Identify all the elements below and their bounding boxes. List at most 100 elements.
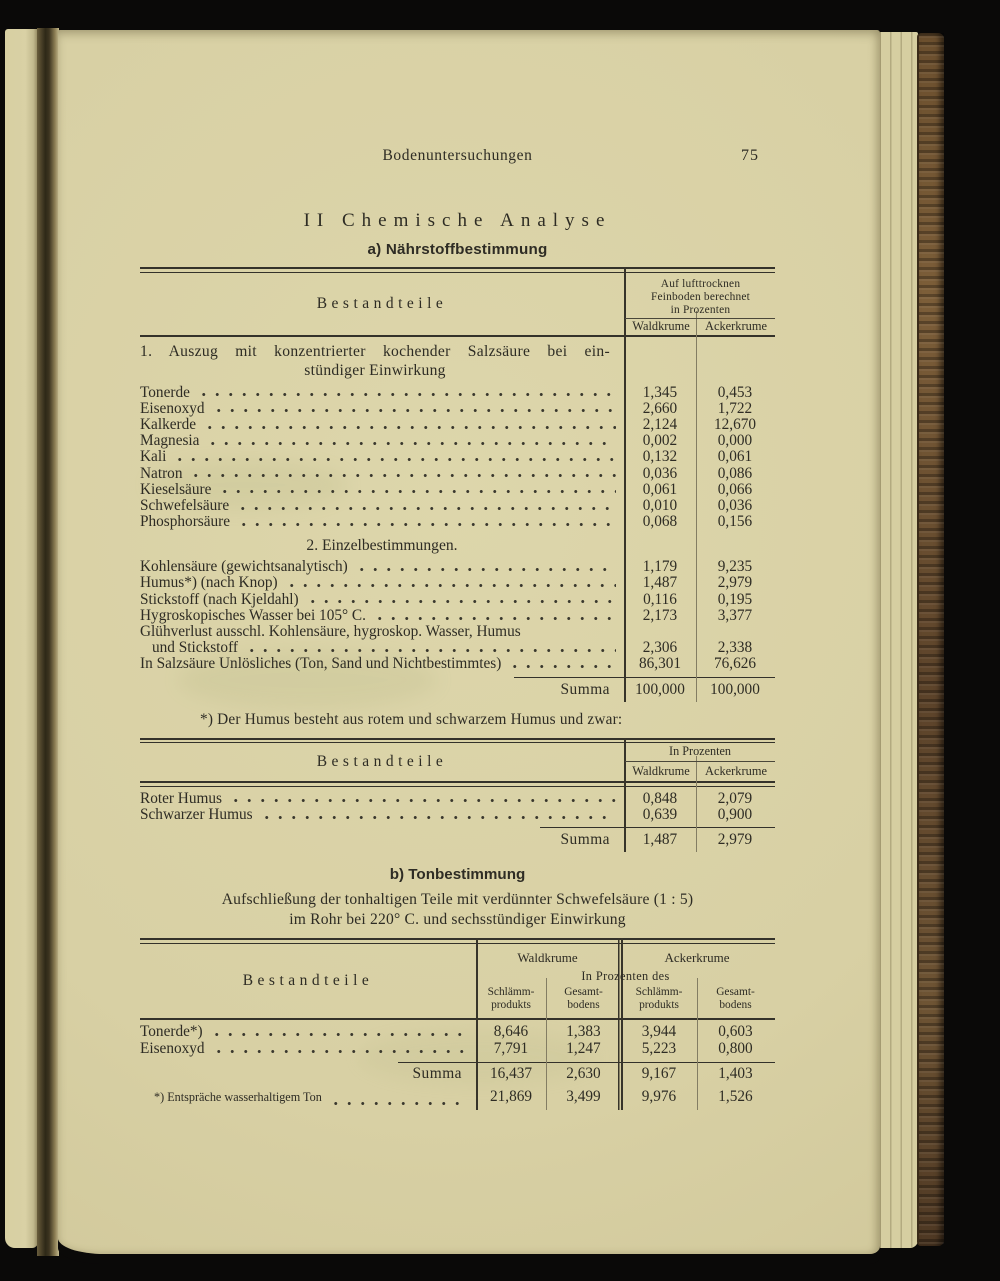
value-cell: 0,603 (718, 1022, 753, 1040)
table-row: Roter Humus 0,848 2,079 (140, 789, 775, 807)
dot-leader (284, 575, 616, 592)
row-label: Kalkerde (140, 415, 197, 433)
footnote-label: *) Entspräche wasserhaltigem Ton (154, 1089, 322, 1104)
table-row: Phosphorsäure 0,068 0,156 (140, 513, 775, 531)
row-label: Schwefelsäure (140, 496, 230, 514)
running-header: Bodenuntersuchungen (382, 147, 533, 164)
dot-leader (328, 1083, 468, 1110)
row-label: Roter Humus (140, 789, 223, 807)
dot-leader (173, 449, 616, 466)
book-page: Bodenuntersuchungen 75 II Chemische Anal… (58, 30, 880, 1254)
table3-group-divider (618, 938, 623, 1110)
facing-page-edge (5, 29, 38, 1248)
value-header-line: Auf lufttrocknen (660, 277, 741, 290)
row-label: Eisenoxyd (140, 1040, 205, 1058)
value-ackerkrume: 0,195 (717, 590, 753, 608)
value-ackerkrume: 12,670 (713, 415, 757, 433)
value-ackerkrume: 76,626 (713, 655, 757, 673)
dot-leader (196, 384, 616, 401)
value-cell: 0,800 (718, 1040, 753, 1058)
row-label: Schwarzer Humus (140, 805, 253, 823)
row-label: Glühverlust ausschl. Kohlensäure, hygros… (140, 623, 521, 641)
row-label: Kohlensäure (gewichtsanalytisch) (140, 558, 348, 576)
table-row: Schwarzer Humus 0,639 0,900 (140, 805, 775, 824)
value-ackerkrume: 0,061 (717, 448, 753, 466)
row-label: Tonerde (140, 383, 190, 401)
dot-leader (354, 559, 616, 576)
value-ackerkrume: 0,900 (717, 805, 753, 823)
summa-label: Summa (560, 831, 610, 849)
dot-leader (305, 591, 616, 608)
book-cover-edge (917, 33, 944, 1246)
dot-leader (209, 1022, 468, 1041)
table-row: Eisenoxyd 7,791 1,247 5,223 0,800 (140, 1040, 775, 1058)
row-label: Tonerde*) (140, 1022, 203, 1040)
chapter-title: II Chemische Analyse (303, 210, 612, 231)
value-waldkrume: 86,301 (638, 655, 682, 673)
col-ackerkrume: Ackerkrume (705, 319, 767, 334)
row-label: Stickstoff (nach Kjeldahl) (140, 590, 299, 608)
dot-leader (189, 465, 616, 482)
group-waldkrume: Waldkrume (517, 949, 578, 965)
table2-presum-rule (540, 827, 775, 829)
book-gutter-shadow (37, 28, 59, 1256)
row-label: Phosphorsäure (140, 513, 231, 531)
row-label: und Stickstoff (152, 639, 238, 657)
summa-ackerkrume: 100,000 (710, 680, 760, 698)
row-label: Kali (140, 448, 167, 466)
description-line1: Aufschließung der tonhaltigen Teile mit … (221, 891, 694, 909)
dot-leader (218, 481, 616, 498)
footnote-value: 21,869 (489, 1087, 533, 1105)
row-label: Eisenoxyd (140, 399, 205, 417)
dot-leader (229, 790, 616, 807)
page-content: Bodenuntersuchungen 75 II Chemische Anal… (140, 30, 775, 1110)
summa-value: 2,630 (566, 1064, 601, 1082)
value-columns-header: Auf lufttrocknen Feinboden berechnet in … (626, 278, 775, 317)
footnote-value: 1,526 (718, 1087, 753, 1105)
table-row: Kalkerde 2,124 12,670 (140, 415, 775, 434)
table2-head-rule (140, 781, 775, 787)
value-ackerkrume: 1,722 (717, 399, 753, 417)
value-ackerkrume: 2,979 (717, 574, 753, 592)
value-waldkrume: 2,173 (642, 606, 678, 624)
table2-top-rule (140, 737, 775, 744)
value-ackerkrume: 2,079 (717, 789, 753, 807)
dot-leader (211, 400, 616, 417)
humus-footnote: *) Der Humus besteht aus rotem und schwa… (200, 710, 623, 728)
table-row: Natron 0,036 0,086 (140, 464, 775, 482)
col-ackerkrume: Ackerkrume (705, 764, 767, 779)
subcol-schlaemmprodukts: Schlämm-produkts (635, 985, 683, 1011)
table2-summa-row: Summa 1,487 2,979 (140, 828, 775, 852)
dot-leader (211, 1040, 468, 1058)
row-label: Kieselsäure (140, 480, 212, 498)
row-label: Natron (140, 464, 183, 482)
table-row: Hygroskopisches Wasser bei 105° C. 2,173 3… (140, 606, 775, 625)
value-ackerkrume: 0,000 (717, 432, 753, 450)
footnote-value: 3,499 (566, 1087, 601, 1105)
row-label: Humus*) (nach Knop) (140, 574, 278, 592)
value-waldkrume: 0,132 (642, 448, 678, 466)
col-waldkrume: Waldkrume (632, 319, 690, 334)
value-cell: 8,646 (493, 1022, 529, 1040)
summa-value: 9,167 (641, 1064, 677, 1082)
column-header-bestandteile: Bestandteile (316, 294, 448, 312)
table-row: Kieselsäure 0,061 0,066 (140, 480, 775, 498)
value-waldkrume: 0,639 (642, 805, 678, 823)
value-waldkrume: 1,179 (642, 558, 678, 576)
table-row: Kali 0,132 0,061 (140, 448, 775, 466)
column-header-bestandteile: Bestandteile (242, 971, 374, 989)
section1-heading-line1: 1. Auszug mit konzentrierter kochender S… (140, 342, 610, 360)
value-waldkrume: 0,036 (642, 464, 678, 482)
row-label: In Salzsäure Unlösliches (Ton, Sand und … (140, 655, 502, 673)
table3-subheaders: Schlämm-produkts Gesamt-bodens Schlämm-p… (476, 986, 775, 1012)
dot-leader (259, 806, 616, 824)
value-waldkrume: 2,124 (642, 415, 678, 433)
table3-sub-divider (697, 978, 698, 1110)
table2-main-divider (624, 737, 626, 853)
in-prozenten-des-header: In Prozenten des (581, 968, 670, 983)
value-ackerkrume: 0,453 (717, 383, 753, 401)
table3-footnote-row: *) Entspräche wasserhaltigem Ton 21,869 … (140, 1083, 775, 1110)
table3-summa-row: Summa 16,437 2,630 9,167 1,403 (140, 1063, 775, 1084)
table3-top-rule (140, 938, 775, 944)
